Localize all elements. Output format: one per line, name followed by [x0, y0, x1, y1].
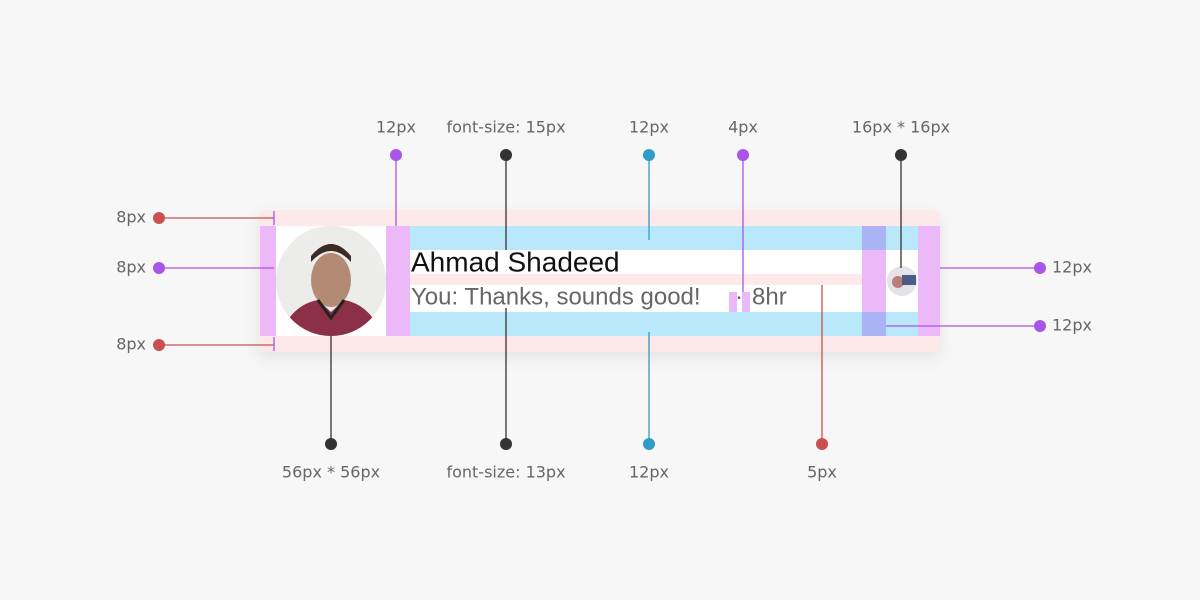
- spacing-label: 16px * 16px: [852, 118, 950, 137]
- separator: ·: [735, 283, 743, 310]
- padding-left: [260, 226, 276, 336]
- spacing-label: font-size: 15px: [446, 118, 565, 137]
- text-gap: [410, 274, 862, 285]
- spacing-label: 4px: [728, 118, 758, 137]
- leader-dot: [390, 149, 402, 161]
- spacing-label: 12px: [376, 118, 416, 137]
- spacing-label: 56px * 56px: [282, 463, 380, 482]
- spacing-label: 8px: [116, 335, 146, 354]
- leader-dot: [153, 262, 165, 274]
- padding-bottom: [886, 312, 918, 336]
- padding-top: [886, 226, 918, 250]
- contact-name: Ahmad Shadeed: [411, 246, 620, 277]
- spacing-label: 12px: [1052, 258, 1092, 277]
- leader-dot: [1034, 320, 1046, 332]
- gap-marker: [729, 292, 737, 312]
- leader-dot: [500, 438, 512, 450]
- leader-dot: [737, 149, 749, 161]
- leader-dot: [153, 212, 165, 224]
- card: Ahmad Shadeed You: Thanks, sounds good! …: [258, 210, 940, 352]
- leader-dot: [643, 149, 655, 161]
- leader-dot: [153, 339, 165, 351]
- annotations: 12px font-size: 15px 12px 4px 16px * 16px 56p…: [116, 118, 1092, 482]
- spacing-label: 12px: [629, 118, 669, 137]
- message: You: Thanks, sounds good!: [411, 283, 701, 310]
- spacing-label: 8px: [116, 208, 146, 227]
- padding-right: [918, 226, 940, 336]
- seen-avatar: [887, 266, 917, 296]
- padding-top: [410, 226, 862, 250]
- leader-dot: [643, 438, 655, 450]
- spacing-label: 5px: [807, 463, 837, 482]
- spacing-label: font-size: 13px: [446, 463, 565, 482]
- spacing-label: 12px: [629, 463, 669, 482]
- spacing-label: 8px: [116, 258, 146, 277]
- overlap: [862, 312, 886, 336]
- gap-avatar-content: [386, 226, 410, 336]
- leader-dot: [500, 149, 512, 161]
- leader-dot: [816, 438, 828, 450]
- gap-marker: [742, 292, 750, 312]
- leader-dot: [1034, 262, 1046, 274]
- leader-dot: [325, 438, 337, 450]
- overlap: [862, 226, 886, 250]
- time: 8hr: [752, 283, 787, 310]
- leader-dot: [895, 149, 907, 161]
- spacing-label: 12px: [1052, 316, 1092, 335]
- padding-bottom: [410, 312, 862, 336]
